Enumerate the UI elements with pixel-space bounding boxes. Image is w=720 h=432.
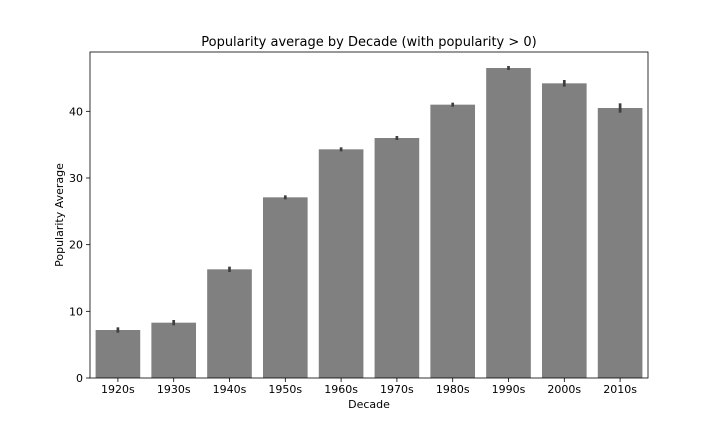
x-tick-label: 1940s [213, 383, 247, 396]
y-tick-label: 10 [69, 305, 83, 318]
y-tick-label: 30 [69, 172, 83, 185]
y-tick-label: 20 [69, 239, 83, 252]
y-axis: 0 10 20 30 40 [69, 105, 90, 385]
bar-1980s [430, 104, 476, 379]
y-axis-label: Popularity Average [53, 163, 66, 267]
plot-frame [89, 51, 649, 379]
x-tick-label: 2010s [603, 383, 637, 396]
y-tick-label: 0 [76, 372, 83, 385]
x-tick-label: 1970s [380, 383, 414, 396]
bar-1970s [374, 138, 420, 378]
x-tick-label: 1990s [492, 383, 526, 396]
bar-1940s [207, 269, 252, 378]
bar-1990s [486, 68, 531, 378]
x-tick-label: 2000s [547, 383, 581, 396]
bar-1950s [262, 197, 308, 378]
y-tick-label: 40 [69, 105, 83, 118]
x-axis-label: Decade [348, 398, 390, 411]
x-tick-label: 1980s [436, 383, 470, 396]
x-tick-label: 1960s [324, 383, 358, 396]
x-tick-label: 1950s [268, 383, 302, 396]
bar-1920s [95, 330, 141, 378]
bar-2000s [541, 83, 587, 378]
x-axis: 1920s 1930s 1940s 1950s 1960s 1970s 1980s 1990s… [101, 378, 637, 396]
x-tick-label: 1930s [157, 383, 191, 396]
error-bars-group [116, 66, 622, 333]
chart-title: Popularity average by Decade (with popul… [201, 35, 537, 50]
bars-group [95, 68, 643, 379]
bar-1960s [318, 149, 364, 378]
bar-2010s [597, 108, 643, 378]
x-tick-label: 1920s [101, 383, 135, 396]
bar-1930s [151, 322, 197, 378]
